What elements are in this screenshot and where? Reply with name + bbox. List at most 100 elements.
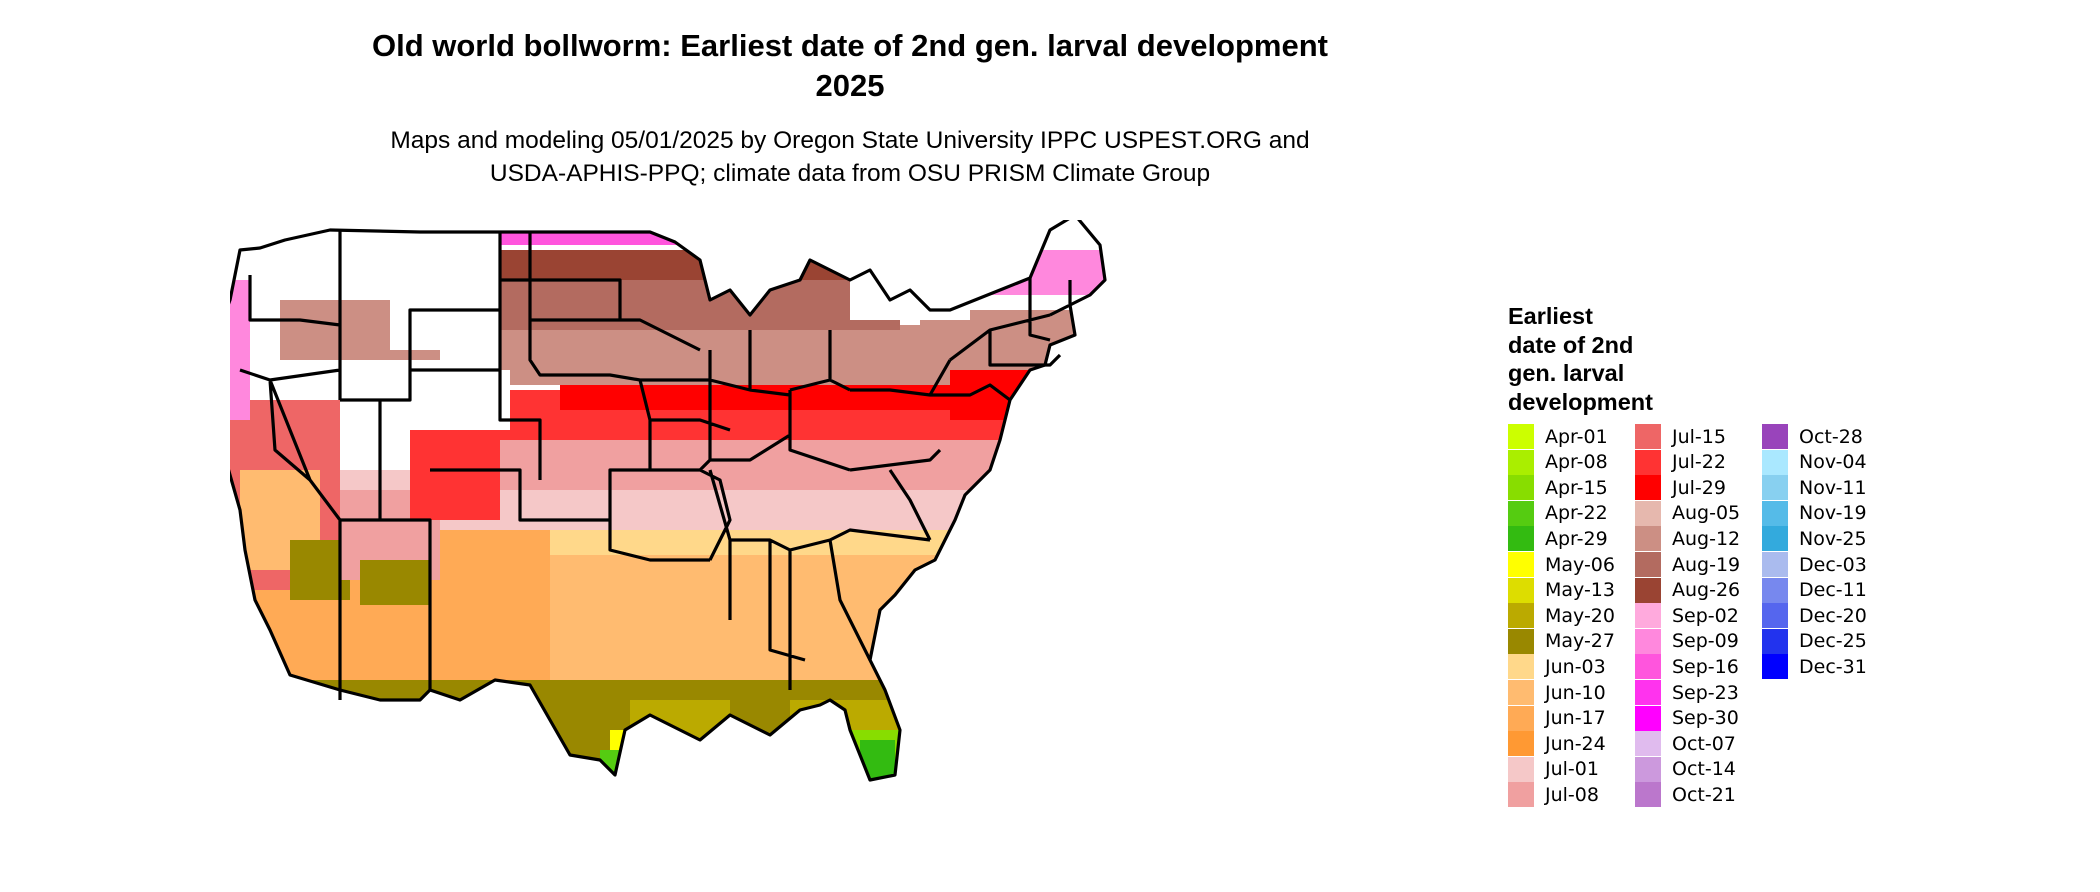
legend-swatch — [1762, 475, 1788, 501]
legend-item: Dec-11 — [1762, 577, 1867, 603]
legend-swatch — [1635, 731, 1661, 757]
legend-item: Sep-23 — [1635, 680, 1739, 705]
legend-item: Oct-14 — [1635, 756, 1736, 782]
legend-item: Aug-19 — [1635, 552, 1740, 577]
no-development-rockies — [400, 370, 510, 430]
legend-item: Sep-30 — [1635, 705, 1739, 731]
legend-item: Dec-20 — [1762, 603, 1867, 629]
legend-swatch — [1635, 680, 1661, 705]
legend-swatch — [1508, 526, 1534, 552]
legend-swatch — [1508, 756, 1534, 782]
legend-swatch — [1762, 628, 1788, 654]
subtitle-line-1: Maps and modeling 05/01/2025 by Oregon S… — [390, 127, 1310, 154]
legend-label: Oct-14 — [1672, 758, 1736, 781]
legend-swatch — [1762, 654, 1788, 680]
legend-label: Sep-09 — [1672, 630, 1739, 653]
legend-swatch — [1508, 500, 1534, 526]
legend-swatch — [1635, 603, 1661, 629]
legend-swatch — [1635, 782, 1661, 808]
zone-may-27-az — [360, 560, 430, 605]
legend-item: Nov-04 — [1762, 449, 1867, 475]
legend-label: Dec-03 — [1799, 553, 1867, 576]
legend-swatch — [1508, 475, 1534, 501]
legend-label: Oct-21 — [1672, 783, 1736, 806]
legend-swatch — [1635, 552, 1661, 577]
legend-swatch — [1508, 552, 1534, 577]
legend-label: Aug-05 — [1672, 502, 1741, 525]
legend-item: Dec-31 — [1762, 654, 1867, 680]
legend-item: Apr-29 — [1508, 526, 1608, 552]
legend-label: May-13 — [1545, 579, 1615, 602]
legend-label: Oct-28 — [1799, 425, 1863, 448]
legend-label: Sep-23 — [1672, 681, 1739, 704]
legend-item: May-27 — [1508, 628, 1615, 654]
legend-label: Jun-10 — [1545, 681, 1606, 704]
development-zones — [230, 220, 1105, 780]
legend-label: Dec-11 — [1799, 579, 1867, 602]
legend-swatch — [1635, 577, 1661, 603]
legend-label: May-20 — [1545, 604, 1615, 627]
legend-item: Jul-01 — [1508, 756, 1599, 782]
legend-label: Oct-07 — [1672, 732, 1736, 755]
legend-title: Earliest date of 2nd gen. larval develop… — [1508, 302, 1708, 416]
legend-swatch — [1508, 603, 1534, 629]
legend-swatch — [1508, 628, 1534, 654]
legend-swatch — [1508, 424, 1534, 449]
legend-item: Jul-22 — [1635, 449, 1726, 475]
legend-swatch — [1508, 654, 1534, 680]
legend-item: Apr-01 — [1508, 424, 1608, 449]
legend-label: Nov-19 — [1799, 502, 1867, 525]
legend-swatch — [1635, 500, 1661, 526]
legend-label: May-06 — [1545, 553, 1615, 576]
legend-swatch — [1635, 449, 1661, 475]
legend-swatch — [1635, 424, 1661, 449]
legend-swatch — [1508, 782, 1534, 808]
legend-swatch — [1635, 526, 1661, 552]
map-subtitle: Maps and modeling 05/01/2025 by Oregon S… — [200, 124, 1500, 190]
legend-label: Apr-15 — [1545, 476, 1608, 499]
legend-label: Apr-08 — [1545, 451, 1608, 474]
legend-swatch — [1762, 577, 1788, 603]
legend-label: Jul-29 — [1672, 476, 1726, 499]
legend-swatch — [1635, 654, 1661, 680]
legend-swatch — [1635, 475, 1661, 501]
legend-label: Apr-29 — [1545, 527, 1608, 550]
title-line-2: 2025 — [815, 68, 885, 103]
legend-label: Sep-30 — [1672, 707, 1739, 730]
legend-swatch — [1508, 449, 1534, 475]
legend-swatch — [1762, 424, 1788, 449]
legend-label: Jun-24 — [1545, 732, 1606, 755]
legend-item: Aug-05 — [1635, 500, 1741, 526]
legend-item: Dec-25 — [1762, 628, 1867, 654]
legend-item: Oct-28 — [1762, 424, 1863, 449]
legend-label: Jun-03 — [1545, 655, 1606, 678]
legend-swatch — [1508, 577, 1534, 603]
legend-item: May-20 — [1508, 603, 1615, 629]
subtitle-line-2: USDA-APHIS-PPQ; climate data from OSU PR… — [489, 160, 1211, 187]
legend-swatch — [1508, 731, 1534, 757]
legend-swatch — [1635, 628, 1661, 654]
legend-label: Dec-25 — [1799, 630, 1867, 653]
legend-swatch — [1762, 603, 1788, 629]
legend-item: Dec-03 — [1762, 552, 1867, 577]
legend-title-line-1: Earliest — [1508, 303, 1593, 329]
legend-swatch — [1762, 526, 1788, 552]
legend-item: Jul-15 — [1635, 424, 1726, 449]
legend-item: Apr-08 — [1508, 449, 1608, 475]
legend-item: Aug-12 — [1635, 526, 1740, 552]
legend-swatch — [1762, 552, 1788, 577]
zone-jul-08 — [500, 435, 1100, 490]
legend-item: Jul-08 — [1508, 782, 1599, 808]
legend-label: Jul-08 — [1545, 783, 1599, 806]
legend-label: Jul-22 — [1672, 451, 1726, 474]
legend-item: Jun-17 — [1508, 705, 1606, 731]
legend-label: Jun-17 — [1545, 707, 1606, 730]
legend-label: Jul-15 — [1672, 425, 1726, 448]
legend-item: Jun-10 — [1508, 680, 1606, 705]
zone-sep-09-coast — [230, 280, 250, 420]
legend-item: Oct-07 — [1635, 731, 1736, 757]
legend-label: Jul-01 — [1545, 758, 1599, 781]
legend-swatch — [1508, 705, 1534, 731]
legend-swatch — [1762, 449, 1788, 475]
legend-title-line-2: date of 2nd — [1508, 331, 1634, 358]
